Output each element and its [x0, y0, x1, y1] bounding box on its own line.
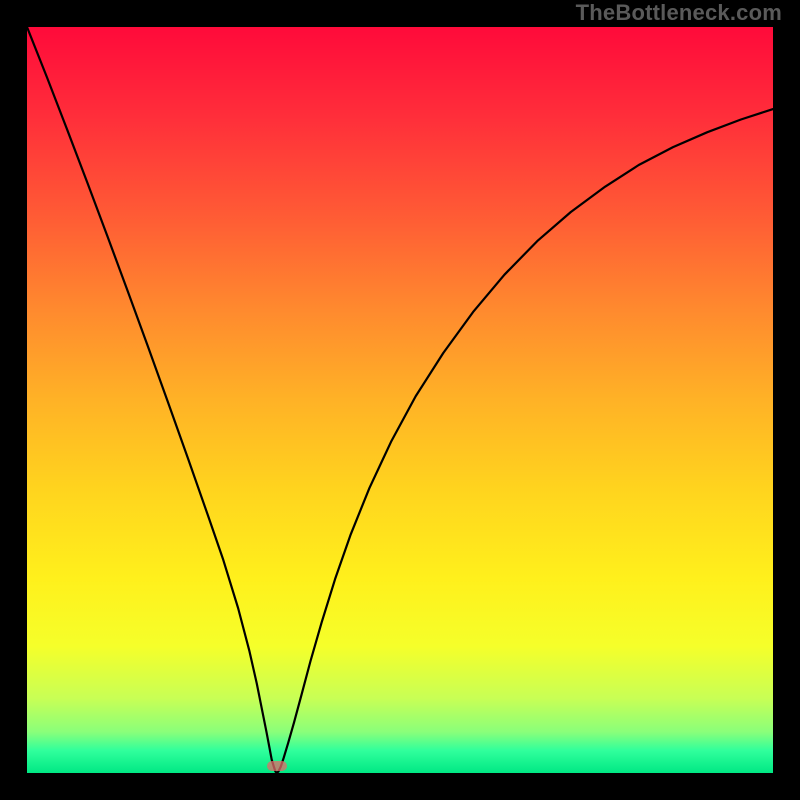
- chart-container: TheBottleneck.com: [0, 0, 800, 800]
- plot-area: [27, 27, 773, 773]
- minimum-marker: [267, 761, 287, 771]
- watermark-text: TheBottleneck.com: [576, 0, 782, 26]
- bottleneck-curve: [27, 27, 773, 773]
